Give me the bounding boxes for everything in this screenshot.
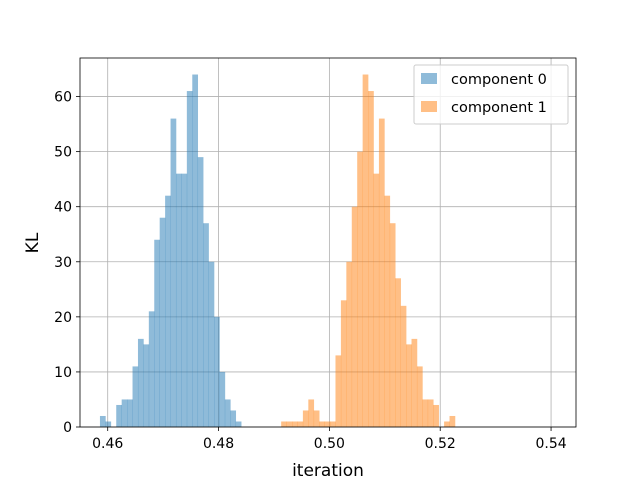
- histogram-bar-component-1: [427, 399, 434, 427]
- histogram-bar-component-1: [389, 223, 396, 427]
- histogram-bar-component-1: [362, 74, 369, 427]
- histogram-bar-component-1: [286, 421, 293, 427]
- x-tick-label: 0.52: [425, 436, 456, 452]
- histogram-bar-component-1: [400, 305, 407, 427]
- y-tick-label: 60: [54, 90, 72, 106]
- histogram-bar-component-0: [203, 223, 209, 427]
- x-tick-label: 0.50: [314, 436, 345, 452]
- histogram-bar-component-1: [411, 338, 418, 427]
- legend-swatch-component-0: [421, 73, 437, 84]
- y-axis-ticks: 0 10 20 30 40 50 60: [54, 90, 80, 436]
- histogram-bar-component-1: [433, 404, 439, 427]
- y-tick-label: 20: [54, 310, 72, 326]
- y-tick-label: 30: [54, 255, 72, 271]
- legend-box: [413, 64, 569, 125]
- histogram-bar-component-0: [127, 399, 133, 427]
- histogram-bar-component-1: [297, 421, 304, 427]
- histogram-bar-component-1: [378, 118, 385, 427]
- histogram-bar-component-0: [165, 195, 171, 427]
- histogram-bar-component-1: [302, 410, 309, 427]
- histogram-bar-component-1: [351, 206, 358, 427]
- y-tick-label: 10: [54, 365, 72, 381]
- histogram-bar-component-1: [340, 300, 347, 427]
- histogram-bar-component-1: [313, 410, 320, 427]
- y-tick-label: 40: [54, 200, 72, 216]
- histogram-bar-component-1: [449, 415, 456, 427]
- histogram-bar-component-0: [137, 338, 144, 427]
- x-tick-label: 0.48: [203, 436, 234, 452]
- histogram-bar-component-0: [143, 344, 150, 427]
- histogram-bar-component-0: [224, 399, 231, 427]
- x-tick-label: 0.46: [92, 436, 123, 452]
- histogram-bar-component-1: [319, 421, 325, 427]
- histogram-bar-component-1: [346, 261, 353, 427]
- histogram-bar-component-0: [105, 421, 112, 427]
- legend-label-component-1: component 1: [451, 100, 547, 116]
- histogram-bar-component-0: [170, 118, 177, 427]
- histogram-bar-component-0: [197, 157, 204, 427]
- histogram-bar-component-0: [181, 173, 188, 427]
- legend-label-component-0: component 0: [451, 72, 547, 88]
- histogram-bar-component-0: [175, 173, 182, 427]
- histogram-bar-component-1: [368, 91, 374, 428]
- histogram-bar-component-1: [357, 151, 363, 427]
- histogram-bar-component-1: [308, 399, 315, 427]
- y-tick-label: 50: [54, 145, 72, 161]
- x-tick-label: 0.54: [535, 436, 566, 452]
- y-tick-label: 0: [63, 420, 72, 436]
- histogram-bar-component-0: [219, 371, 226, 427]
- histogram-bars: [99, 74, 456, 428]
- histogram-bar-component-1: [324, 421, 331, 427]
- histogram-bar-component-0: [186, 91, 193, 428]
- histogram-bar-component-0: [116, 404, 122, 427]
- histogram-bar-component-0: [159, 217, 166, 427]
- histogram-bar-component-0: [214, 316, 220, 427]
- histogram-bar-component-1: [422, 399, 429, 427]
- histogram-bar-component-1: [281, 421, 287, 427]
- histogram-bar-component-1: [292, 421, 298, 427]
- histogram-bar-component-0: [208, 261, 215, 427]
- histogram-bar-component-0: [192, 74, 199, 427]
- histogram-bar-component-1: [406, 344, 412, 427]
- legend-swatch-component-1: [421, 101, 437, 112]
- histogram-bar-component-1: [373, 173, 380, 427]
- histogram-bar-component-1: [416, 366, 423, 427]
- legend: component 0 component 1: [413, 64, 569, 125]
- histogram-bar-component-1: [395, 278, 401, 427]
- histogram-bar-component-1: [330, 421, 336, 427]
- histogram-bar-component-0: [230, 410, 237, 427]
- histogram-bar-component-0: [121, 399, 128, 427]
- histogram-bar-component-1: [384, 195, 391, 427]
- histogram-bar-component-1: [335, 355, 342, 427]
- x-axis-label: iteration: [292, 461, 364, 480]
- x-axis-ticks: 0.46 0.48 0.50 0.52 0.54: [92, 427, 567, 452]
- histogram-bar-component-0: [148, 311, 155, 427]
- histogram-bar-component-0: [132, 366, 139, 427]
- plot-frame: [79, 57, 577, 428]
- histogram-bar-component-0: [99, 415, 106, 427]
- histogram-bar-component-0: [235, 421, 242, 427]
- histogram-bar-component-1: [444, 421, 450, 427]
- y-axis-label: KL: [23, 232, 43, 253]
- histogram-bar-component-0: [154, 239, 160, 427]
